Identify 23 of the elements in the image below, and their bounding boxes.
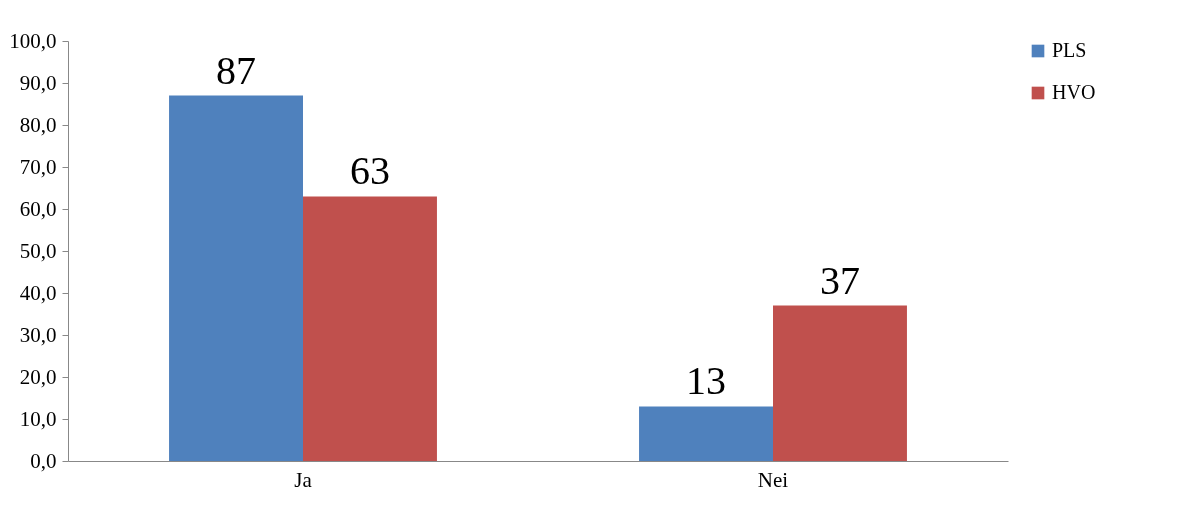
y-tick-label: 20,0	[19, 364, 57, 389]
bar	[169, 95, 303, 461]
y-tick-label: 40,0	[19, 280, 57, 305]
y-tick-label: 0,0	[30, 448, 57, 473]
y-tick-label: 60,0	[19, 196, 57, 221]
y-tick-label: 90,0	[19, 70, 57, 95]
legend-label: PLS	[1052, 39, 1087, 61]
y-tick-label: 80,0	[19, 112, 57, 137]
data-label: 37	[819, 257, 860, 303]
legend-label: HVO	[1052, 81, 1096, 103]
y-tick-label: 50,0	[19, 238, 57, 263]
data-label: 63	[349, 148, 390, 194]
y-tick-label: 70,0	[19, 154, 57, 179]
x-tick-label: Nei	[757, 467, 789, 492]
y-tick-label: 30,0	[19, 322, 57, 347]
data-label: 13	[686, 358, 727, 404]
data-label: 87	[216, 47, 257, 93]
y-tick-label: 10,0	[19, 406, 57, 431]
bar	[773, 305, 907, 461]
x-tick-label: Ja	[294, 467, 313, 492]
y-tick-label: 100,0	[9, 28, 57, 53]
bar	[639, 406, 773, 461]
bar	[303, 196, 437, 461]
